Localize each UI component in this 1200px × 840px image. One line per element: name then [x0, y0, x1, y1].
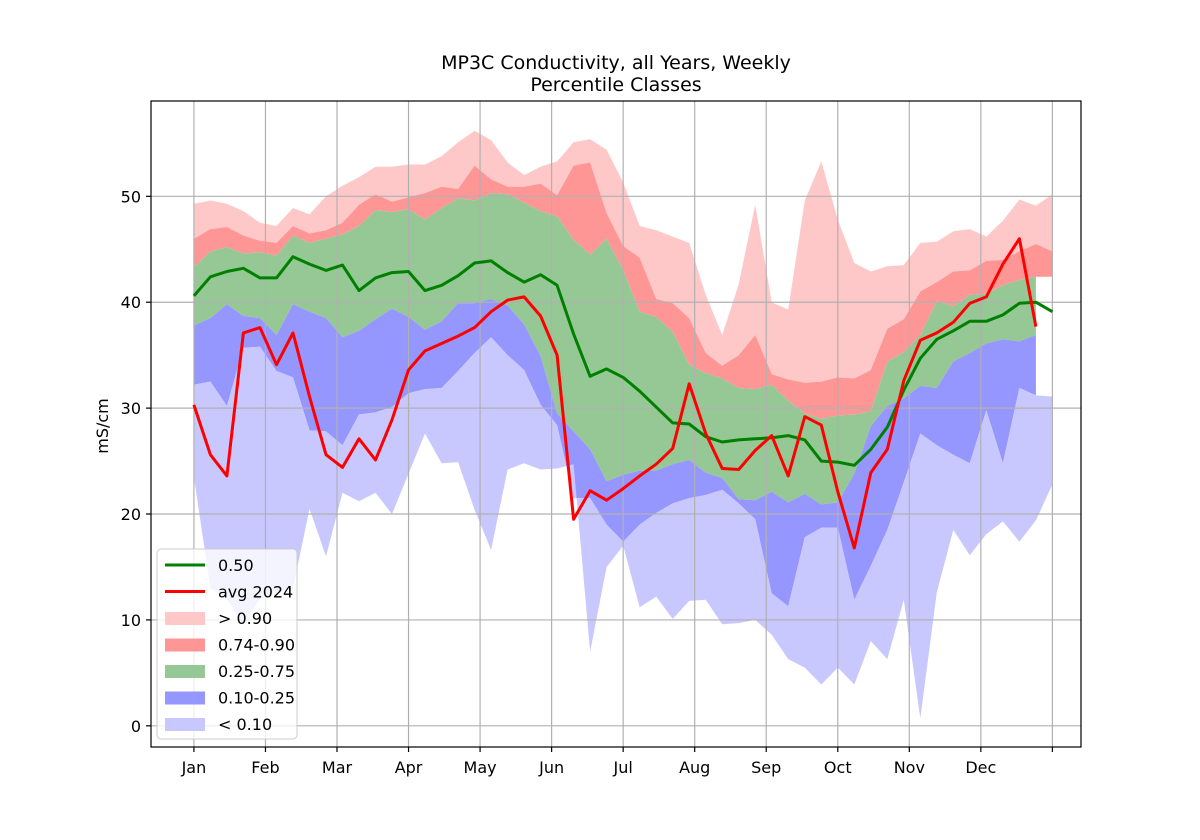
x-tick-label: Aug: [679, 758, 710, 777]
legend-swatch: [165, 638, 205, 652]
x-tick-label: Feb: [251, 758, 279, 777]
legend-swatch: [165, 718, 205, 731]
y-tick-label: 20: [121, 505, 141, 524]
x-axis-ticks: Jan Feb Mar Apr May Jun Jul Aug Sep Oct Nov Dec: [181, 747, 1053, 777]
y-tick-label: 10: [121, 611, 141, 630]
legend-swatch: [165, 691, 205, 705]
chart-title: MP3C Conductivity, all Years, Weekly: [441, 52, 791, 74]
legend-swatch: [165, 612, 205, 625]
legend: 0.50 avg 2024 > 0.90 0.74-0.90 0.25-0.75 0.10…: [156, 548, 298, 740]
legend-label: 0.50: [218, 556, 254, 575]
x-tick-label: Nov: [894, 758, 925, 777]
chart-subtitle: Percentile Classes: [530, 74, 701, 96]
grid-lines: [151, 101, 1081, 747]
y-tick-label: 50: [121, 187, 141, 206]
legend-swatch: [165, 665, 205, 678]
plot-frame: [150, 100, 1082, 748]
y-tick-label: 30: [121, 399, 141, 418]
legend-label: 0.74-0.90: [218, 636, 295, 655]
x-tick-label: Sep: [751, 758, 781, 777]
legend-label: < 0.10: [218, 715, 272, 734]
x-tick-label: May: [464, 758, 497, 777]
x-tick-label: Jun: [538, 758, 564, 777]
data-lines: [192, 237, 1054, 550]
y-axis-label: mS/cm: [93, 398, 112, 454]
y-axis-ticks: 0 10 20 30 40 50: [121, 187, 151, 736]
x-tick-label: Jul: [612, 758, 632, 777]
x-tick-label: Apr: [395, 758, 423, 777]
band-10-25: [193, 299, 1036, 607]
median-line: [192, 255, 1054, 467]
x-tick-label: Oct: [824, 758, 852, 777]
x-tick-label: Dec: [965, 758, 996, 777]
legend-label: avg 2024: [218, 583, 293, 602]
legend-label: 0.25-0.75: [218, 662, 295, 681]
x-tick-label: Mar: [322, 758, 353, 777]
avg-2024-line: [192, 237, 1038, 550]
legend-label: 0.10-0.25: [218, 689, 295, 708]
y-tick-label: 0: [131, 717, 141, 736]
x-tick-label: Jan: [181, 758, 207, 777]
y-tick-label: 40: [121, 293, 141, 312]
legend-label: > 0.90: [218, 609, 272, 628]
